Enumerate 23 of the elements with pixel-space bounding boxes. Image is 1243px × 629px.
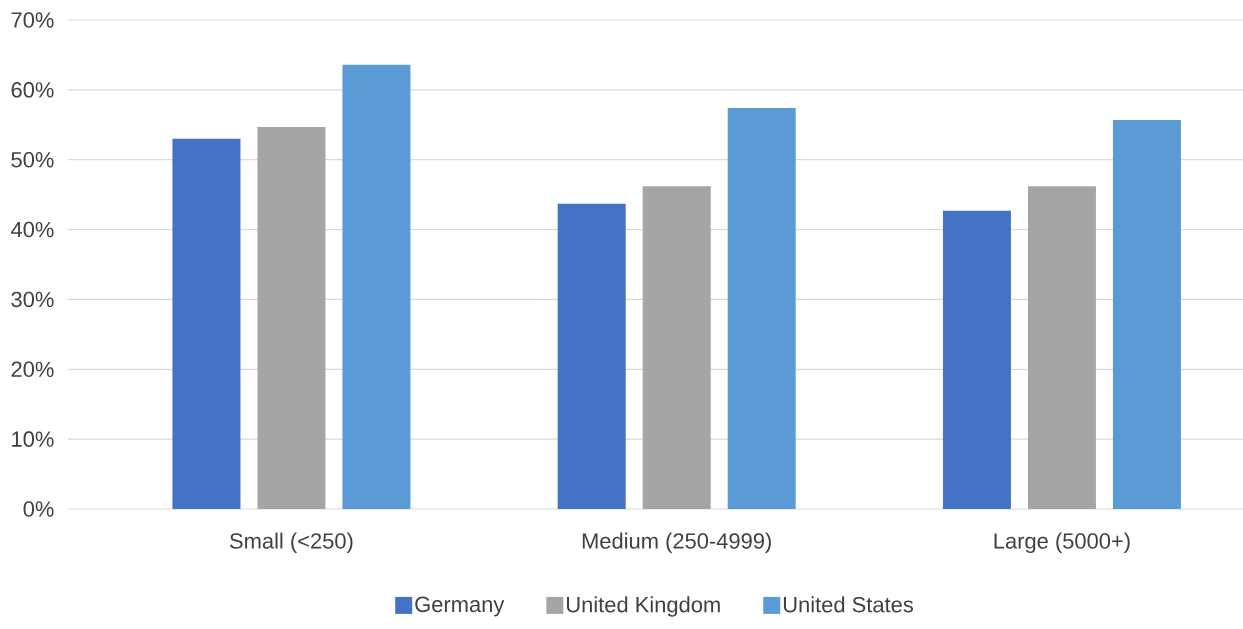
y-tick-label: 30% [11,291,54,308]
bar [257,126,326,509]
y-tick-label: 70% [11,12,54,28]
legend-label: Germany [415,596,505,617]
legend-label: United Kingdom [566,596,720,617]
y-tick-label: 20% [11,361,54,378]
bar [727,108,796,509]
bar [172,138,241,509]
bar [1112,119,1181,509]
y-tick-label: 60% [11,82,54,98]
y-tick-label: 50% [11,151,54,168]
bar [942,210,1011,509]
y-tick-label: 10% [12,431,54,447]
legend-label: United States [783,596,913,613]
bar [342,64,411,509]
x-tick-label: Large (5000+) [994,532,1130,554]
bar [642,186,711,509]
x-tick-label: Small (<250) [230,532,353,554]
x-tick-label: Medium (250-4999) [582,532,771,554]
y-tick-label: 0% [23,501,54,517]
bar [1027,186,1096,509]
y-tick-label: 40% [11,221,54,238]
bar [557,203,626,509]
